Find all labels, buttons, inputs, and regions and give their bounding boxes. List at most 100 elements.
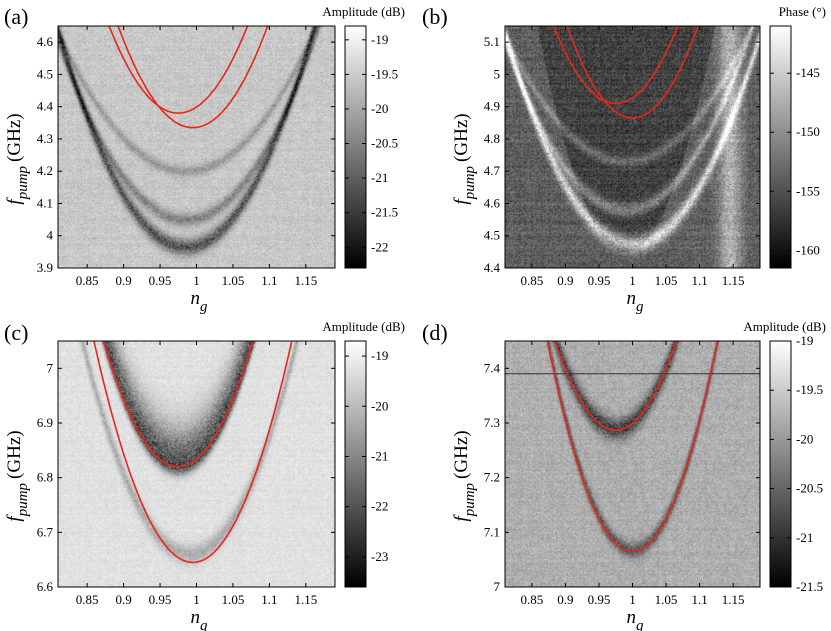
y-tick-label: 6.6 <box>37 579 54 594</box>
y-tick-label: 7.2 <box>484 470 500 485</box>
colorbar-tick-label: -22 <box>371 499 388 514</box>
y-axis-label: fpump (GHz) <box>4 430 31 521</box>
fit-curve-2 <box>93 341 293 564</box>
x-tick-label: 0.85 <box>520 592 543 607</box>
panel-label: (d) <box>422 320 448 345</box>
heatmap-image <box>505 341 760 587</box>
x-tick-label: 1 <box>629 592 636 607</box>
y-tick-label: 7 <box>494 579 501 594</box>
colorbar-title: Amplitude (dB) <box>743 319 826 334</box>
y-axis-label-main: f <box>4 514 25 522</box>
x-tick-label: 0.85 <box>76 273 99 288</box>
colorbar-tick-label: -20.5 <box>371 136 398 151</box>
x-tick-label: 1 <box>629 273 636 288</box>
x-tick-label: 1.05 <box>222 592 245 607</box>
y-tick-label: 4.6 <box>37 34 54 49</box>
y-axis-label-unit: (GHz) <box>4 113 25 162</box>
colorbar-title: Phase (°) <box>779 4 826 19</box>
x-axis-label-sub: g <box>200 299 208 315</box>
colorbar-frame <box>344 340 367 588</box>
colorbar-gradient <box>770 341 791 587</box>
x-axis-label: ng <box>191 288 209 315</box>
colorbar-tick-label: -20 <box>371 101 388 116</box>
panel-label: (a) <box>4 4 28 29</box>
colorbar-tick-label: -22 <box>371 239 388 254</box>
colorbar-tick-label: -19.5 <box>796 382 823 397</box>
panel-b: 0.85 0.9 0.95 1 1.05 1.1 1.15 4.4 4.5 4.6 4.7 4.8 4.… <box>422 4 826 315</box>
x-tick-label: 1.1 <box>691 273 707 288</box>
colorbar-frame <box>344 25 367 269</box>
x-axis-label-sub: g <box>636 299 644 315</box>
y-tick-label: 5.1 <box>484 34 500 49</box>
x-axis-label-main: n <box>191 607 201 628</box>
y-axis-label-unit: (GHz) <box>451 430 472 479</box>
x-axis-label-main: n <box>191 288 201 309</box>
y-axis-label-main: f <box>451 514 472 522</box>
panel-label: (c) <box>4 320 28 345</box>
y-axis-label-sub: pump <box>462 165 478 200</box>
x-tick-label: 1.05 <box>655 592 678 607</box>
x-tick-label: 1.1 <box>261 592 277 607</box>
colorbar-gradient <box>770 26 791 268</box>
colorbar-tick-label: -21 <box>796 530 813 545</box>
fit-curve-2 <box>117 26 269 129</box>
y-tick-label: 7.4 <box>484 360 501 375</box>
y-axis-label-main: f <box>451 197 472 205</box>
x-tick-label: 1.15 <box>722 273 745 288</box>
fit-curve-2 <box>546 341 719 553</box>
y-tick-label: 5 <box>494 66 501 81</box>
y-axis-label: fpump (GHz) <box>451 430 478 521</box>
x-tick-label: 0.9 <box>557 592 573 607</box>
colorbar-frame <box>769 340 792 588</box>
x-axis-label: ng <box>627 288 645 315</box>
y-tick-label: 3.9 <box>37 260 53 275</box>
x-tick-label: 0.85 <box>76 592 99 607</box>
x-axis-label: ng <box>191 607 209 631</box>
heatmap-image <box>58 341 335 587</box>
x-tick-label: 0.95 <box>588 592 611 607</box>
y-tick-label: 7.3 <box>484 415 500 430</box>
x-tick-label: 0.9 <box>115 592 131 607</box>
x-axis-label: ng <box>627 607 645 631</box>
panel-c: 0.85 0.9 0.95 1 1.05 1.1 1.15 6.6 6.7 6.8 6.9 7 ng fp… <box>4 319 405 631</box>
x-tick-label: 1.1 <box>691 592 707 607</box>
y-tick-label: 4.2 <box>37 163 53 178</box>
x-axis-label-main: n <box>627 607 637 628</box>
fit-curve-1 <box>552 26 679 105</box>
panel-a: 0.85 0.9 0.95 1 1.05 1.1 1.15 3.9 4 4.1 4.2 4.3 4.4 4… <box>4 4 405 315</box>
y-tick-label: 4.4 <box>484 260 501 275</box>
x-tick-label: 0.9 <box>115 273 131 288</box>
x-tick-label: 1.15 <box>722 592 745 607</box>
heatmap-image <box>505 26 760 268</box>
colorbar-tick-label: -155 <box>796 183 820 198</box>
y-tick-label: 7 <box>47 360 54 375</box>
colorbar-tick-label: -20 <box>371 398 388 413</box>
y-tick-label: 7.1 <box>484 524 500 539</box>
colorbar-tick-label: -19.5 <box>371 66 398 81</box>
colorbar-tick-label: -150 <box>796 124 820 139</box>
x-tick-label: 0.85 <box>520 273 543 288</box>
colorbar-tick-label: -20 <box>796 431 813 446</box>
fit-curve-1 <box>102 341 254 468</box>
y-tick-label: 4.8 <box>484 131 500 146</box>
colorbar-tick-label: -21.5 <box>796 579 823 594</box>
y-axis-label: fpump (GHz) <box>4 113 31 204</box>
y-axis-label-sub: pump <box>462 482 478 517</box>
y-tick-label: 4.3 <box>37 131 53 146</box>
y-tick-label: 4.5 <box>484 228 500 243</box>
colorbar-tick-label: -160 <box>796 242 820 257</box>
colorbar-frame <box>769 25 792 269</box>
colorbar-gradient <box>345 26 366 268</box>
x-axis-label-sub: g <box>200 618 208 631</box>
colorbar-tick-label: -19 <box>796 333 813 348</box>
y-axis-label-main: f <box>4 197 25 205</box>
y-axis-label-unit: (GHz) <box>451 113 472 162</box>
colorbar-title: Amplitude (dB) <box>322 4 405 19</box>
panel-label: (b) <box>422 4 448 29</box>
fit-curve-1 <box>554 341 678 431</box>
y-tick-label: 4.1 <box>37 195 53 210</box>
colorbar-tick-label: -145 <box>796 65 820 80</box>
x-tick-label: 1.15 <box>294 592 317 607</box>
x-tick-label: 0.95 <box>588 273 611 288</box>
